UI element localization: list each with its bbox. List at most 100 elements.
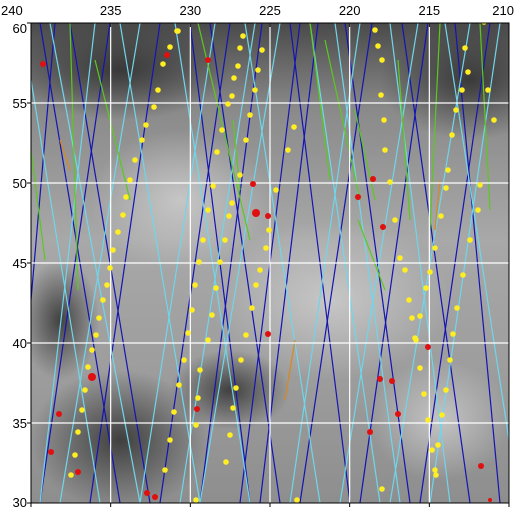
yellow-marker	[127, 177, 133, 183]
track-line	[354, 109, 376, 201]
yellow-marker	[227, 432, 233, 438]
yellow-marker	[155, 87, 161, 93]
red-marker	[389, 378, 395, 384]
yellow-marker	[449, 132, 455, 138]
red-marker	[40, 61, 46, 67]
track-line	[31, 149, 46, 261]
x-tick-label: 230	[179, 3, 201, 18]
yellow-marker	[438, 213, 444, 219]
yellow-marker	[397, 255, 403, 261]
yellow-marker	[143, 122, 149, 128]
yellow-marker	[160, 61, 166, 67]
yellow-marker	[445, 167, 451, 173]
yellow-marker	[100, 297, 106, 303]
y-tick-label: 60	[13, 21, 27, 36]
yellow-marker	[462, 45, 468, 51]
yellow-marker	[237, 45, 243, 51]
y-tick-label: 35	[13, 416, 27, 431]
yellow-marker	[237, 172, 243, 178]
markers	[40, 23, 497, 503]
yellow-marker	[217, 259, 223, 265]
yellow-marker	[263, 245, 269, 251]
y-tick-label: 30	[13, 495, 27, 510]
track-line	[31, 79, 101, 503]
yellow-marker	[68, 472, 74, 478]
yellow-marker	[225, 101, 231, 107]
yellow-marker	[226, 213, 232, 219]
yellow-marker	[372, 27, 378, 33]
yellow-marker	[210, 183, 216, 189]
yellow-marker	[214, 149, 220, 155]
yellow-marker	[171, 409, 177, 415]
red-marker	[164, 52, 170, 58]
track-line	[94, 59, 131, 201]
yellow-marker	[481, 23, 487, 25]
red-marker	[252, 209, 260, 217]
yellow-marker	[176, 382, 182, 388]
yellow-marker	[432, 245, 438, 251]
y-tick-label: 40	[13, 336, 27, 351]
yellow-marker	[453, 107, 459, 113]
yellow-marker	[120, 212, 126, 218]
yellow-marker	[240, 33, 246, 39]
yellow-marker	[247, 112, 253, 118]
yellow-marker	[238, 357, 244, 363]
red-marker	[355, 194, 361, 200]
yellow-marker	[273, 187, 279, 193]
yellow-marker	[82, 387, 88, 393]
red-marker	[75, 469, 81, 475]
yellow-marker	[429, 447, 435, 453]
yellow-marker	[110, 247, 116, 253]
yellow-marker	[465, 69, 471, 75]
yellow-marker	[107, 265, 113, 271]
yellow-marker	[467, 237, 473, 243]
yellow-marker	[491, 117, 497, 123]
red-marker	[205, 57, 211, 63]
y-tick-label: 55	[13, 96, 27, 111]
yellow-marker	[167, 437, 173, 443]
grid-lines	[31, 23, 509, 503]
yellow-marker	[475, 207, 481, 213]
yellow-marker	[200, 237, 206, 243]
yellow-marker	[249, 305, 255, 311]
yellow-marker	[392, 217, 398, 223]
track-line	[397, 59, 411, 221]
red-marker	[380, 224, 386, 230]
yellow-marker	[381, 117, 387, 123]
yellow-marker	[139, 137, 145, 143]
y-tick-label: 45	[13, 256, 27, 271]
yellow-marker	[243, 137, 249, 143]
yellow-marker	[379, 486, 385, 492]
yellow-marker	[89, 347, 95, 353]
red-marker	[425, 344, 431, 350]
yellow-marker	[423, 285, 429, 291]
track-line	[357, 219, 386, 291]
yellow-marker	[230, 405, 236, 411]
track-line	[309, 23, 331, 181]
yellow-marker	[459, 87, 465, 93]
yellow-marker	[427, 269, 433, 275]
red-marker	[395, 411, 401, 417]
yellow-marker	[175, 28, 181, 34]
yellow-marker	[197, 367, 203, 373]
red-marker	[88, 373, 96, 381]
yellow-marker	[229, 200, 235, 206]
yellow-marker	[382, 147, 388, 153]
yellow-marker	[196, 259, 202, 265]
red-marker	[250, 181, 256, 187]
yellow-marker	[433, 472, 439, 478]
red-marker	[367, 429, 373, 435]
yellow-marker	[235, 63, 241, 69]
yellow-marker	[213, 285, 219, 291]
red-marker	[48, 449, 54, 455]
yellow-marker	[219, 127, 225, 133]
yellow-marker	[75, 429, 81, 435]
yellow-marker	[294, 497, 300, 503]
yellow-marker	[460, 272, 466, 278]
terrain-dark-region	[31, 23, 230, 120]
yellow-marker	[257, 267, 263, 273]
track-line	[69, 23, 79, 291]
yellow-marker	[285, 147, 291, 153]
yellow-marker	[402, 267, 408, 273]
